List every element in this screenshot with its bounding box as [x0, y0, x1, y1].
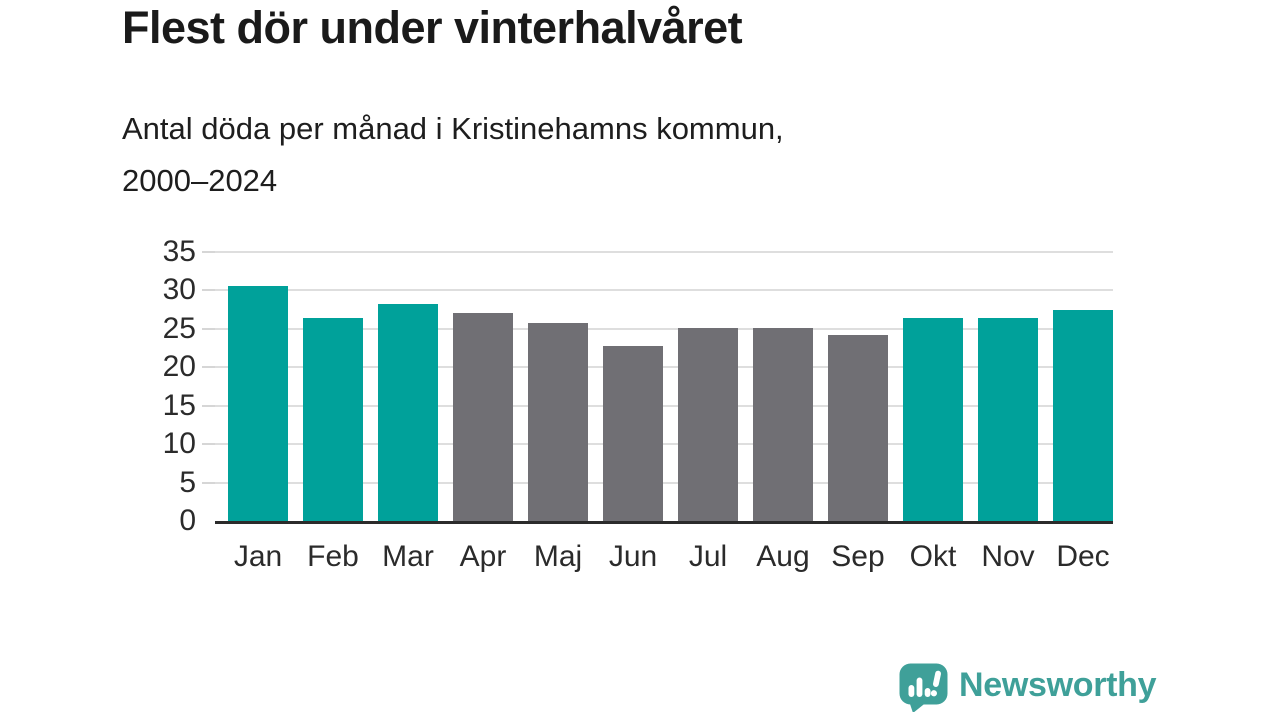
chart-subtitle-line2: 2000–2024 — [122, 163, 278, 198]
y-tick-label-15: 15 — [162, 388, 196, 422]
tick-y25 — [202, 327, 215, 330]
tick-y35 — [202, 251, 215, 253]
bar-okt — [903, 318, 963, 521]
x-tick-label-nov: Nov — [981, 540, 1035, 573]
bar-jan — [228, 285, 288, 521]
x-tick-label-jul: Jul — [688, 540, 728, 573]
newsworthy-bubble-chart-icon — [899, 663, 948, 712]
plot-area — [202, 251, 1113, 524]
bar-sep — [828, 335, 888, 521]
bar-mar — [378, 303, 438, 521]
y-tick-label-30: 30 — [162, 273, 196, 307]
bar-jul — [678, 328, 738, 521]
x-tick-label-jan: Jan — [233, 540, 283, 573]
tick-y5 — [202, 481, 215, 484]
y-tick-label-10: 10 — [162, 427, 196, 461]
chart-subtitle: Antal döda per månad i Kristinehamns kom… — [122, 103, 784, 207]
bar-feb — [303, 318, 363, 521]
tick-y10 — [202, 443, 215, 446]
x-tick-label-okt: Okt — [909, 540, 957, 573]
x-tick-label-apr: Apr — [459, 540, 507, 573]
bar-maj — [528, 323, 588, 521]
gridline-y35 — [215, 251, 1113, 253]
gridline-y25 — [215, 327, 1113, 330]
gridline-y5 — [215, 481, 1113, 484]
chart-subtitle-line1: Antal döda per månad i Kristinehamns kom… — [122, 111, 784, 146]
gridline-y10 — [215, 443, 1113, 446]
y-tick-label-20: 20 — [162, 350, 196, 384]
x-axis: Jan Feb Mar Apr Maj Jun Jul Aug Sep Okt Nov Dec — [215, 540, 1113, 574]
newsworthy-logo: Newsworthy — [899, 663, 1157, 712]
x-tick-label-dec: Dec — [1056, 540, 1110, 573]
y-axis: 0 5 10 15 20 25 30 35 — [100, 237, 196, 536]
gridline-y30 — [215, 289, 1113, 292]
bar-nov — [978, 318, 1038, 521]
tick-y20 — [202, 366, 215, 369]
gridline-y15 — [215, 404, 1113, 407]
newsworthy-wordmark: Newsworthy — [959, 665, 1157, 704]
bar-apr — [453, 312, 513, 521]
tick-y15 — [202, 404, 215, 407]
x-tick-label-sep: Sep — [831, 540, 885, 573]
x-tick-label-jun: Jun — [608, 540, 658, 573]
y-tick-label-0: 0 — [179, 504, 196, 537]
x-tick-label-feb: Feb — [307, 540, 359, 573]
chart-title: Flest dör under vinterhalvåret — [122, 2, 743, 53]
y-tick-label-35: 35 — [162, 235, 196, 268]
y-tick-label-25: 25 — [162, 311, 196, 345]
bar-series — [215, 252, 1113, 521]
x-tick-label-mar: Mar — [382, 540, 434, 573]
y-tick-label-5: 5 — [179, 465, 196, 499]
gridline-y20 — [215, 366, 1113, 369]
x-tick-label-aug: Aug — [756, 540, 810, 573]
bar-dec — [1053, 310, 1113, 521]
bar-jun — [603, 345, 663, 521]
tick-y30 — [202, 289, 215, 292]
x-tick-label-maj: Maj — [533, 540, 583, 573]
bar-aug — [753, 328, 813, 521]
